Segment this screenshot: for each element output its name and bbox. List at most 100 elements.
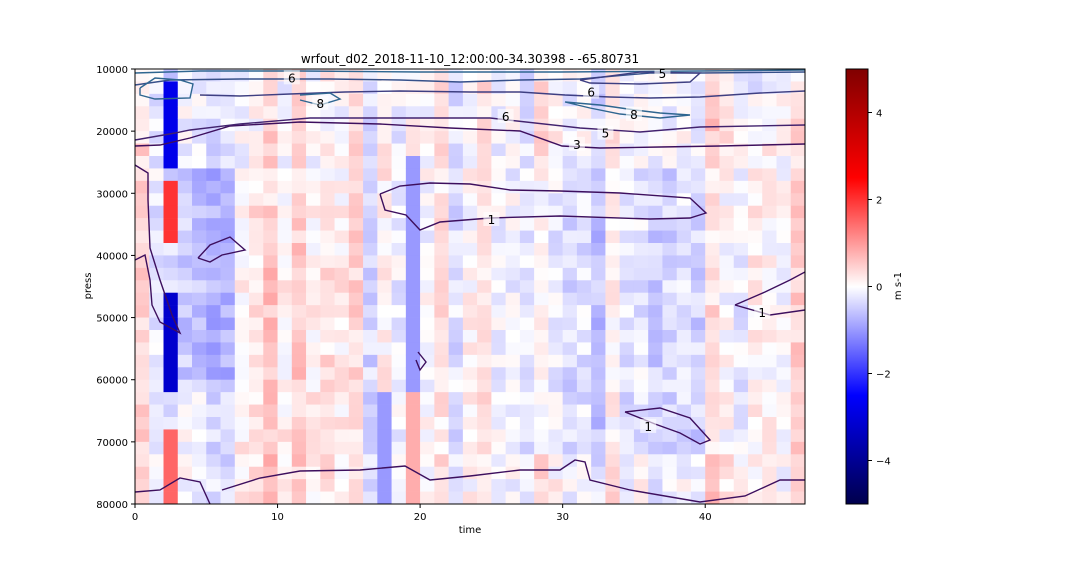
heatmap-cell xyxy=(690,243,706,256)
heatmap-cell xyxy=(249,404,264,418)
heatmap-cell xyxy=(135,479,150,492)
heatmap-cell xyxy=(391,292,407,306)
heatmap-cell xyxy=(633,292,649,306)
heatmap-cell xyxy=(220,81,236,95)
heatmap-cell xyxy=(462,93,478,107)
heatmap-cell xyxy=(477,392,492,405)
heatmap-cell xyxy=(762,243,777,256)
heatmap-cell xyxy=(163,441,179,455)
heatmap-cell xyxy=(591,143,606,157)
heatmap-cell xyxy=(548,429,563,443)
heatmap-cell xyxy=(534,205,549,219)
heatmap-cell xyxy=(633,205,649,219)
heatmap-cell xyxy=(149,218,164,231)
heatmap-cell xyxy=(249,466,264,480)
heatmap-cell xyxy=(662,106,678,120)
heatmap-cell xyxy=(562,417,578,430)
heatmap-cell xyxy=(149,417,164,430)
heatmap-cell xyxy=(705,367,720,381)
heatmap-cell xyxy=(434,156,449,169)
heatmap-cell xyxy=(405,230,421,244)
heatmap-cell xyxy=(192,292,207,306)
heatmap-cell xyxy=(491,230,506,244)
heatmap-cell xyxy=(363,218,378,231)
heatmap-cell xyxy=(135,404,150,418)
heatmap-cell xyxy=(705,292,720,306)
heatmap-cell xyxy=(576,479,592,492)
heatmap-cell xyxy=(192,230,207,244)
heatmap-cell xyxy=(719,193,735,207)
heatmap-cell xyxy=(234,168,250,182)
heatmap-cell xyxy=(320,292,335,306)
heatmap-cell xyxy=(576,429,592,443)
heatmap-cell xyxy=(776,267,792,281)
heatmap-cell xyxy=(747,479,763,492)
heatmap-cell xyxy=(719,392,735,405)
heatmap-cell xyxy=(648,218,663,231)
heatmap-cell xyxy=(306,156,321,169)
heatmap-cell xyxy=(363,342,378,356)
heatmap-cell xyxy=(320,218,335,231)
heatmap-cell xyxy=(377,417,392,430)
heatmap-cell xyxy=(762,429,777,443)
heatmap-cell xyxy=(334,354,350,368)
heatmap-cell xyxy=(234,429,250,443)
heatmap-cell xyxy=(220,168,236,182)
heatmap-cell xyxy=(562,156,578,169)
heatmap-cell xyxy=(277,193,293,207)
heatmap-cell xyxy=(662,230,678,244)
heatmap-cell xyxy=(448,354,464,368)
heatmap-cell xyxy=(605,193,620,207)
heatmap-cell xyxy=(177,243,193,256)
heatmap-cell xyxy=(747,342,763,356)
heatmap-cell xyxy=(562,243,578,256)
heatmap-cell xyxy=(234,330,250,343)
heatmap-cell xyxy=(576,230,592,244)
heatmap-cell xyxy=(277,118,293,132)
contour-line-level-1-lower-right xyxy=(624,407,712,445)
heatmap-cell xyxy=(648,466,663,480)
heatmap-cell xyxy=(135,417,150,430)
heatmap-cell xyxy=(733,230,749,244)
heatmap-cell xyxy=(505,404,521,418)
heatmap-cell xyxy=(291,342,307,356)
heatmap-cell xyxy=(206,168,221,182)
heatmap-cell xyxy=(263,305,278,318)
heatmap-cell xyxy=(733,367,749,381)
x-axis: 0 10 20 30 40 xyxy=(132,504,712,523)
heatmap-cell xyxy=(605,81,620,95)
heatmap-cell xyxy=(505,131,521,144)
heatmap-cell xyxy=(420,106,435,120)
heatmap-cell xyxy=(762,441,777,455)
heatmap-cell xyxy=(477,143,492,157)
heatmap-cell xyxy=(348,392,364,405)
contour-line-level-8-right xyxy=(564,101,691,119)
heatmap-cell xyxy=(519,441,535,455)
contour-label-1: 1 xyxy=(644,420,652,434)
heatmap-cell xyxy=(434,218,449,231)
heatmap-cell xyxy=(519,280,535,294)
heatmap-cell xyxy=(519,243,535,256)
heatmap-cell xyxy=(434,454,449,468)
heatmap-cell xyxy=(505,230,521,244)
heatmap-cell xyxy=(306,205,321,219)
heatmap-cell xyxy=(320,143,335,157)
heatmap-cell xyxy=(291,106,307,120)
heatmap-cell xyxy=(733,267,749,281)
heatmap-cell xyxy=(163,205,179,219)
heatmap-cell xyxy=(220,180,236,194)
heatmap-cell xyxy=(605,392,620,405)
heatmap-cell xyxy=(605,180,620,194)
heatmap-cell xyxy=(591,466,606,480)
heatmap-cell xyxy=(405,379,421,393)
heatmap-cell xyxy=(135,441,150,455)
heatmap-cell xyxy=(220,280,236,294)
heatmap-cell xyxy=(149,342,164,356)
heatmap-cell xyxy=(619,218,635,231)
heatmap-cell xyxy=(733,118,749,132)
heatmap-cell xyxy=(363,367,378,381)
heatmap-cell xyxy=(263,280,278,294)
heatmap-cell xyxy=(263,429,278,443)
heatmap-cell xyxy=(633,441,649,455)
heatmap-cell xyxy=(605,454,620,468)
